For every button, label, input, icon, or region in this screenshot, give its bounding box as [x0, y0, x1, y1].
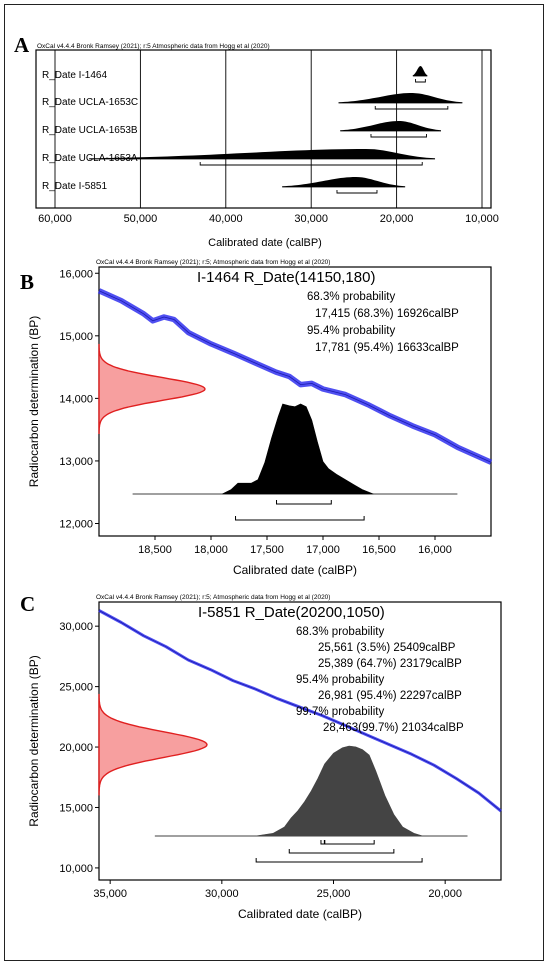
chart-c-y-tick-label: 15,000	[59, 802, 93, 814]
chart-b-title: I-1464 R_Date(14150,180)	[197, 269, 375, 286]
chart-a-range-bracket	[199, 162, 423, 166]
chart-a-x-tick-label: 50,000	[124, 213, 158, 225]
chart-b-measurement-distribution	[98, 343, 206, 435]
chart-a-distribution	[338, 93, 463, 103]
panel-label-c: C	[20, 592, 36, 616]
chart-a-x-tick-label: 20,000	[380, 213, 414, 225]
chart-c-x-axis-label: Calibrated date (calBP)	[238, 907, 362, 921]
chart-b-posterior-distribution	[222, 403, 374, 495]
chart-c-posterior-distribution	[255, 745, 423, 837]
chart-c-stat-line: 68.3% probability	[296, 626, 384, 638]
chart-a-x-tick-label: 10,000	[465, 213, 499, 225]
chart-c-stat-line: 25,561 (3.5%) 25409calBP	[318, 642, 456, 654]
chart-b-y-axis-label: Radiocarbon determination (BP)	[27, 316, 41, 487]
chart-c-x-tick-label: 20,000	[428, 888, 462, 900]
chart-a-range-bracket	[370, 134, 427, 138]
chart-b-stat-line: 17,781 (95.4%) 16633calBP	[315, 342, 459, 354]
chart-a-range-bracket	[374, 106, 449, 110]
chart-c-range-bracket	[255, 858, 423, 863]
chart-b-x-tick-label: 18,500	[138, 544, 172, 556]
chart-b-y-tick-label: 14,000	[59, 393, 93, 405]
chart-b-y-tick-label: 16,000	[59, 268, 93, 280]
chart-c-measurement-distribution	[98, 693, 208, 796]
chart-c-header: OxCal v4.4.4 Bronk Ramsey (2021); r:5; A…	[96, 594, 330, 601]
chart-b-stat-line: 95.4% probability	[307, 325, 395, 337]
chart-a-range-bracket	[415, 79, 426, 83]
chart-a-distribution	[282, 177, 406, 187]
chart-b-stat-line: 68.3% probability	[307, 291, 395, 303]
chart-b-y-tick-label: 15,000	[59, 331, 93, 343]
chart-a-range-bracket	[336, 190, 378, 194]
chart-a-distribution	[89, 149, 436, 159]
chart-a-x-tick-label: 60,000	[38, 213, 72, 225]
chart-b-x-tick-label: 16,000	[418, 544, 452, 556]
chart-b-calibration-curve-center	[98, 290, 492, 463]
chart-c-x-tick-label: 25,000	[317, 888, 351, 900]
chart-c-y-tick-label: 10,000	[59, 863, 93, 875]
panel-label-a: A	[14, 33, 30, 57]
chart-b-y-tick-label: 13,000	[59, 456, 93, 468]
chart-c-stat-line: 28,463(99.7%) 21034calBP	[323, 722, 464, 734]
chart-c-title: I-5851 R_Date(20200,1050)	[198, 604, 385, 621]
chart-b-x-axis-label: Calibrated date (calBP)	[233, 563, 357, 577]
figure-frame	[4, 4, 544, 961]
chart-b-x-tick-label: 17,000	[306, 544, 340, 556]
chart-a-header: OxCal v4.4.4 Bronk Ramsey (2021); r:5 At…	[37, 43, 270, 50]
chart-a-row-label: R_Date I-5851	[42, 181, 107, 192]
chart-c-y-tick-label: 20,000	[59, 742, 93, 754]
chart-b-range-bracket	[235, 516, 365, 521]
chart-a-x-axis-label: Calibrated date (calBP)	[208, 237, 322, 249]
chart-b-header: OxCal v4.4.4 Bronk Ramsey (2021); r:5; A…	[96, 259, 330, 266]
chart-b-x-tick-label: 17,500	[250, 544, 284, 556]
chart-a-x-tick-label: 40,000	[209, 213, 243, 225]
panel-label-b: B	[20, 270, 35, 294]
chart-b-x-tick-label: 16,500	[362, 544, 396, 556]
chart-a-distribution	[340, 121, 442, 131]
chart-c-stat-line: 99.7% probability	[296, 706, 384, 718]
chart-c-range-bracket	[324, 840, 375, 845]
chart-c-range-bracket	[288, 849, 395, 854]
chart-a-row-label: R_Date UCLA-1653C	[42, 97, 138, 108]
chart-b-range-bracket	[276, 500, 332, 505]
chart-b-y-tick-label: 12,000	[59, 518, 93, 530]
chart-b-stat-line: 17,415 (68.3%) 16926calBP	[315, 308, 459, 320]
chart-c-stat-line: 95.4% probability	[296, 674, 384, 686]
chart-a-row-label: R_Date UCLA-1653B	[42, 125, 138, 136]
chart-a-row-label: R_Date I-1464	[42, 70, 107, 81]
chart-c-stat-line: 25,389 (64.7%) 23179calBP	[318, 658, 462, 670]
chart-c-x-tick-label: 35,000	[93, 888, 127, 900]
chart-c-x-tick-label: 30,000	[205, 888, 239, 900]
chart-c-y-tick-label: 25,000	[59, 682, 93, 694]
chart-c-y-tick-label: 30,000	[59, 621, 93, 633]
chart-c-calibration-curve-center	[98, 610, 502, 812]
chart-a-distribution	[412, 66, 428, 76]
chart-c-y-axis-label: Radiocarbon determination (BP)	[27, 655, 41, 826]
chart-b-x-tick-label: 18,000	[194, 544, 228, 556]
chart-a-plot-frame	[35, 49, 492, 209]
chart-a-x-tick-label: 30,000	[294, 213, 328, 225]
chart-c-stat-line: 26,981 (95.4%) 22297calBP	[318, 690, 462, 702]
